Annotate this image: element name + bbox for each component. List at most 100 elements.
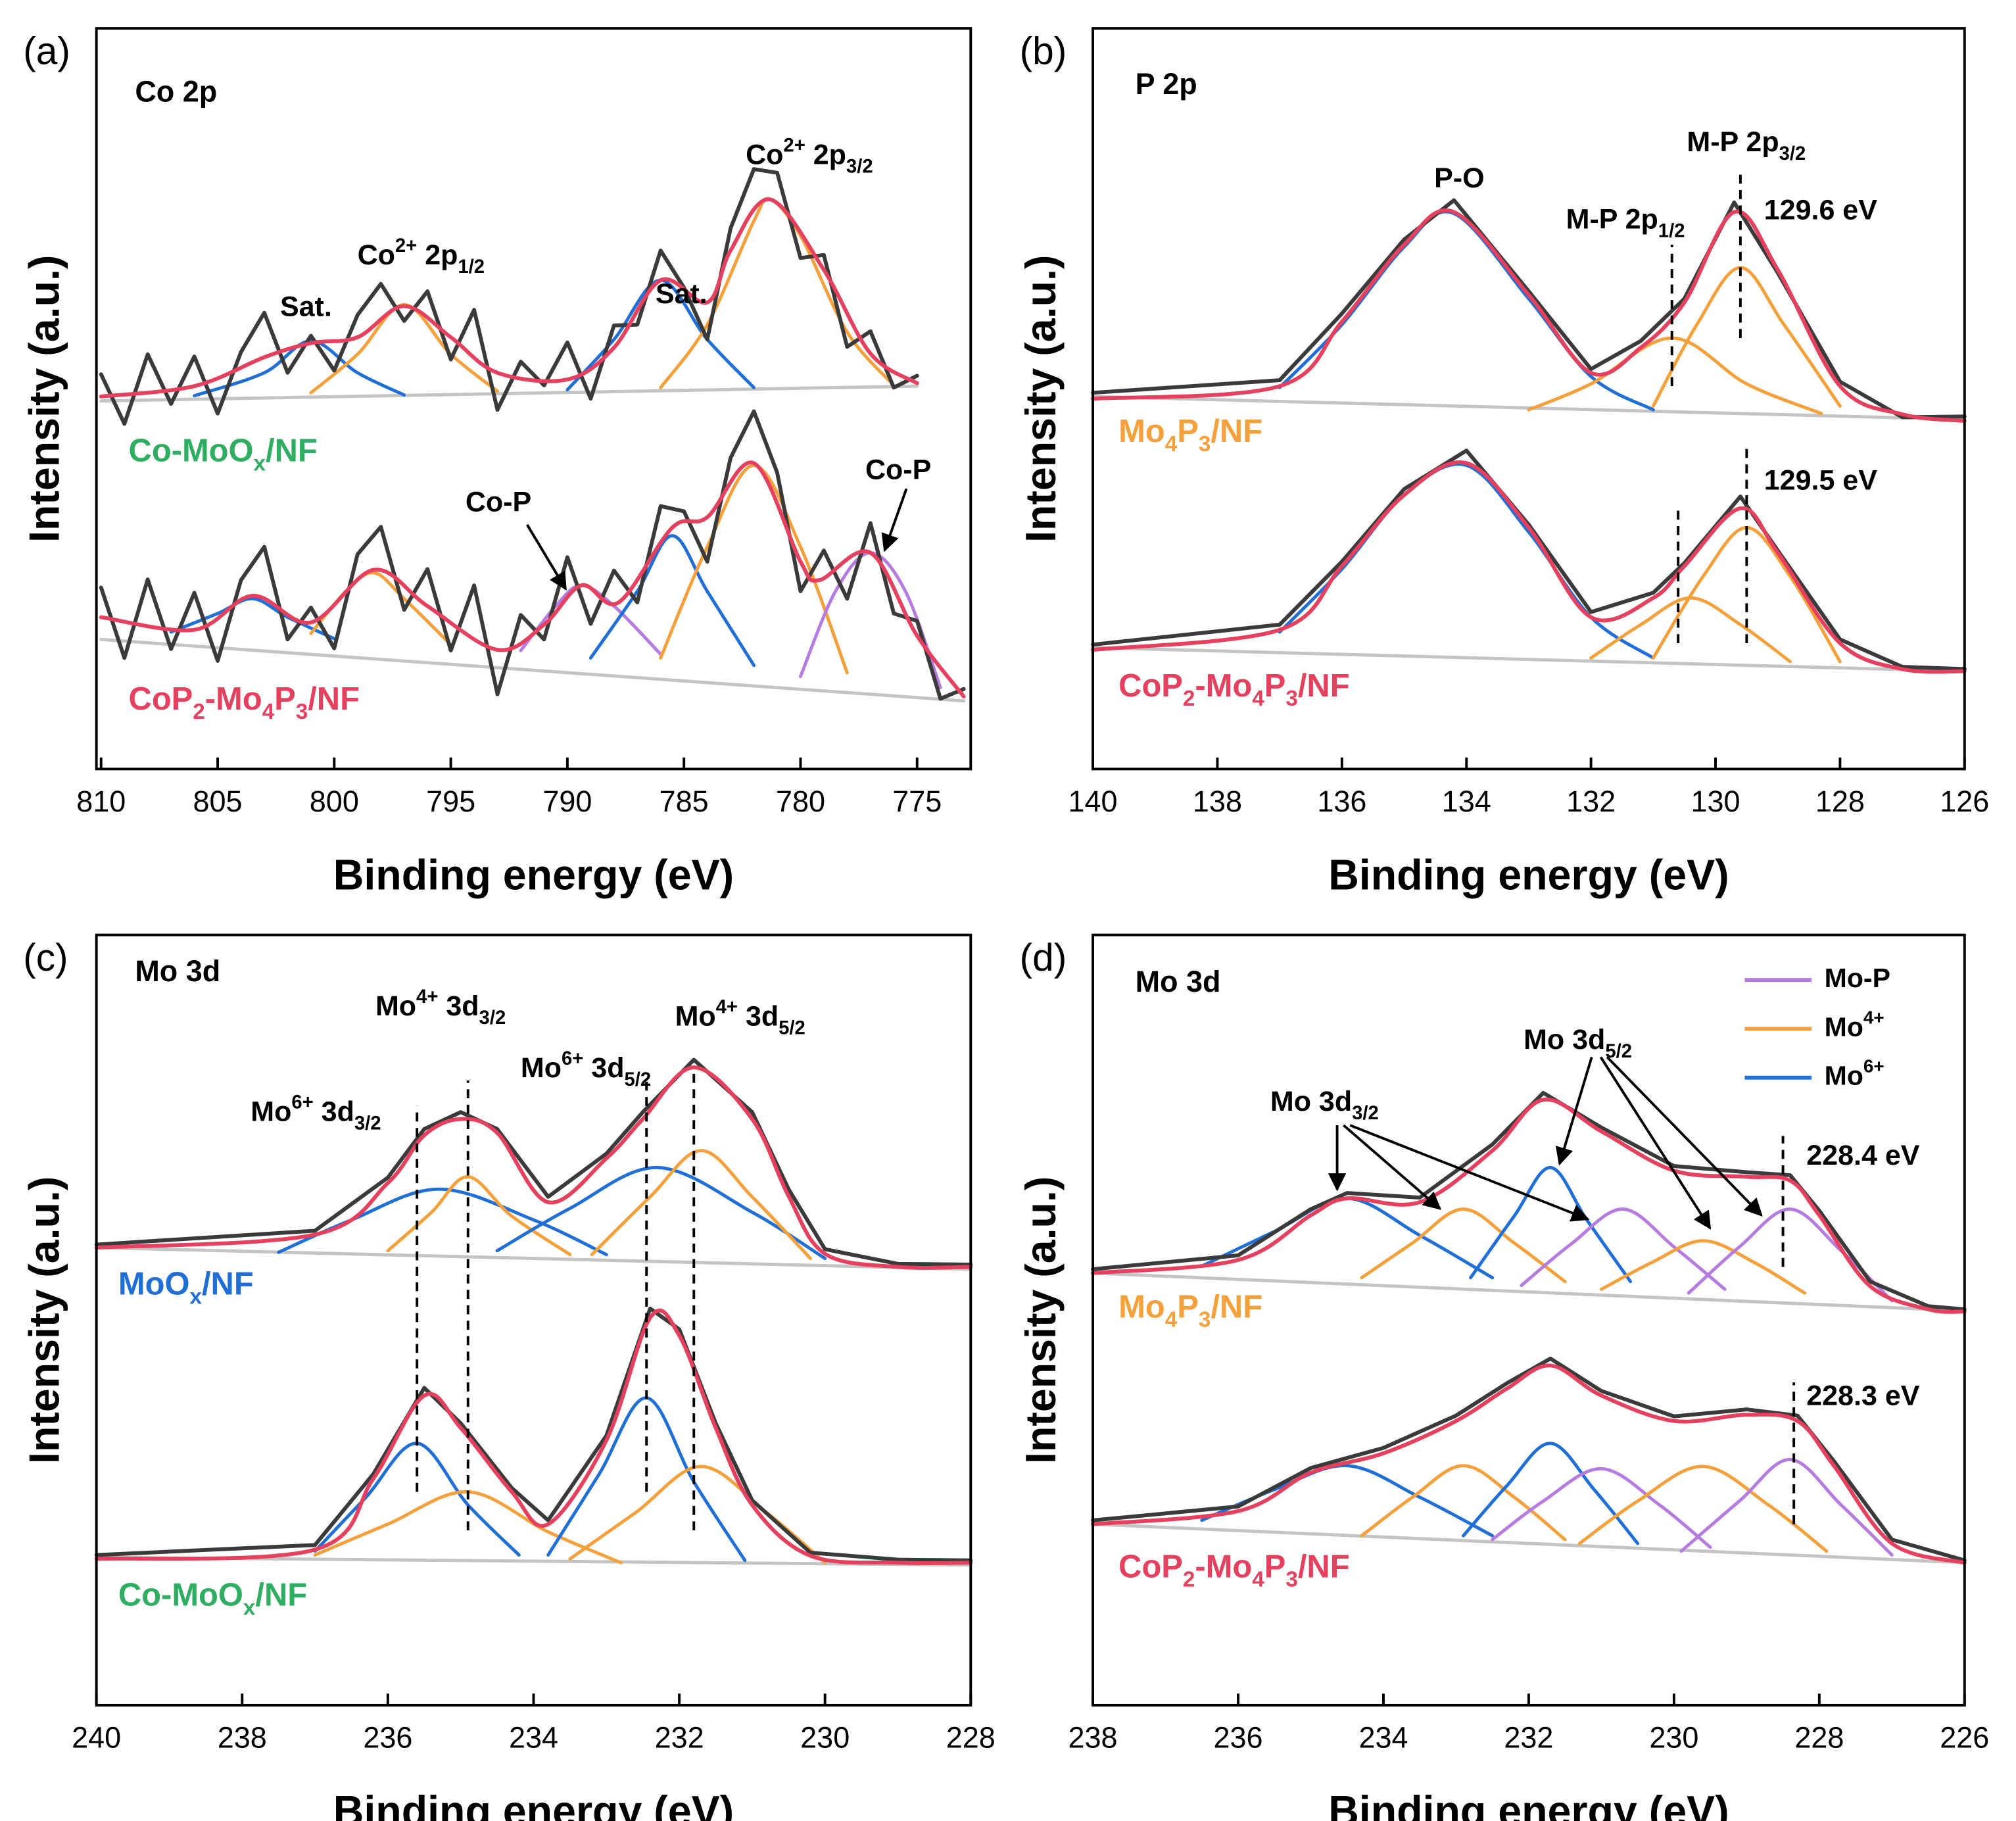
spectrum-line [1360, 1207, 1567, 1284]
text-part: M-P 2p [1566, 204, 1658, 235]
spectrum-line [1091, 1090, 1967, 1311]
x-tick-label: 230 [1649, 1721, 1698, 1755]
spectrum-line [495, 1165, 827, 1261]
axis-title: Intensity (a.u.) [1017, 255, 1065, 543]
annotation: Sat. [280, 291, 332, 323]
spectrum-line [94, 1306, 973, 1563]
annotation: Mo6+ 3d3/2 [251, 1092, 381, 1134]
spectrum-line [193, 339, 406, 398]
spectrum-line [1278, 462, 1655, 660]
text-part: 5/2 [625, 1069, 652, 1090]
spectrum-line [169, 596, 336, 641]
text-part: Co-P [466, 487, 531, 518]
text-part: 3/2 [1779, 143, 1806, 164]
annotation: 129.6 eV [1764, 195, 1877, 226]
axis-title: Binding energy (eV) [333, 852, 734, 899]
x-tick-label: 800 [310, 785, 359, 818]
x-tick-label: 236 [363, 1721, 412, 1755]
annotation: M-P 2p1/2 [1566, 204, 1685, 241]
x-tick-label: 785 [660, 785, 709, 818]
plot-frame [95, 27, 972, 771]
text-part: 3/2 [479, 1008, 506, 1029]
axis-title: Intensity (a.u.) [1017, 1177, 1065, 1464]
text-part: 3d [738, 1001, 779, 1032]
axis-title: Binding energy (eV) [1328, 852, 1729, 899]
text-part: 129.6 eV [1764, 195, 1877, 226]
spectrum-line [386, 1175, 572, 1257]
text-part: x [254, 452, 266, 476]
text-part: Mo [675, 1001, 716, 1032]
spectrum-line [1091, 646, 1967, 673]
text-part: 3 [1199, 1308, 1211, 1332]
text-part: P [1264, 668, 1286, 704]
text-part: 2p [417, 240, 458, 272]
spectrum-line [1091, 1522, 1967, 1565]
text-part: Sat. [280, 291, 332, 323]
text-part: 1/2 [458, 256, 485, 278]
panel-label: (c) [23, 936, 68, 979]
panel-title: Mo 3d [135, 954, 220, 988]
panel-label: (d) [1020, 936, 1067, 979]
text-part: 6+ [291, 1092, 313, 1113]
x-tick-label: 234 [509, 1721, 558, 1755]
x-tick-label: 226 [1940, 1721, 1989, 1755]
text-part: P [1177, 414, 1199, 449]
x-tick-label: 232 [655, 1721, 704, 1755]
plot-frame [1092, 27, 1966, 771]
text-part: /NF [308, 681, 360, 717]
x-tick-label: 238 [1068, 1721, 1118, 1755]
spectrum-line [590, 1149, 812, 1261]
text-part: Co [746, 139, 783, 171]
text-part: Co-P [865, 454, 931, 486]
x-tick-label: 136 [1317, 785, 1366, 818]
sample-label: CoP2-Mo4P3/NF [1118, 1549, 1349, 1592]
text-part: /NF [266, 433, 318, 468]
text-part: CoP [129, 681, 193, 717]
text-part: 1/2 [1658, 220, 1685, 241]
text-part: /NF [1298, 1549, 1350, 1585]
text-part: 228.3 eV [1806, 1380, 1919, 1412]
x-tick-label: 232 [1504, 1721, 1553, 1755]
text-part: 228.4 eV [1806, 1140, 1919, 1171]
axis-title: Binding energy (eV) [333, 1787, 734, 1821]
text-part: M-P 2p [1687, 126, 1779, 158]
text-part: 3 [1285, 1568, 1297, 1592]
arrow [881, 488, 908, 552]
annotation: Mo6+ 3d5/2 [521, 1048, 651, 1090]
arrow [1555, 1056, 1593, 1166]
x-tick-label: 236 [1213, 1721, 1262, 1755]
spectrum-line [1491, 1467, 1712, 1549]
text-part: /NF [1211, 1290, 1262, 1325]
text-part: Sat. [656, 278, 708, 310]
spectrum-line [94, 1308, 973, 1565]
panel-title: Co 2p [135, 75, 217, 109]
text-part: /NF [1298, 668, 1350, 704]
text-part: 4+ [416, 986, 438, 1008]
text-part: 2+ [395, 235, 417, 256]
text-part: 2+ [783, 135, 805, 156]
spectrum-line [99, 197, 919, 399]
text-part: 3 [1199, 432, 1211, 456]
x-tick-label: 780 [776, 785, 825, 818]
spectrum-line [1091, 198, 1967, 420]
axis-title: Intensity (a.u.) [20, 255, 68, 543]
spectrum-line [1599, 1239, 1807, 1295]
x-tick-label: 132 [1566, 785, 1616, 818]
annotation: P-O [1434, 162, 1484, 194]
panel-title: Mo 3d [1136, 965, 1221, 998]
text-part: Mo 3d [1524, 1024, 1605, 1056]
text-part: -Mo [1195, 1549, 1252, 1585]
text-part: 129.5 eV [1764, 465, 1877, 497]
plot-frame [1092, 933, 1966, 1707]
text-part: -Mo [205, 681, 262, 717]
x-tick-label: 126 [1940, 785, 1989, 818]
x-tick-label: 134 [1442, 785, 1491, 818]
text-part: 2 [1183, 687, 1195, 712]
x-tick-label: 234 [1358, 1721, 1408, 1755]
spectrum-line [1462, 1442, 1640, 1545]
spectrum-line [1577, 1465, 1829, 1553]
text-part: 4 [1165, 432, 1178, 456]
text-part: Mo [1118, 1290, 1165, 1325]
spectrum-line [1091, 1097, 1967, 1314]
